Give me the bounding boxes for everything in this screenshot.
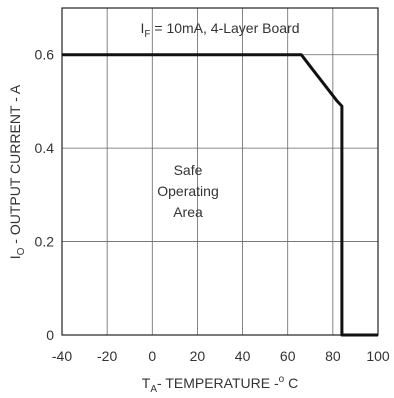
plot-frame [61,7,379,336]
svg-text:Safe: Safe [174,162,203,178]
annotation-title: IF = 10mA, 4-Layer Board [140,20,299,40]
x-axis-label: TA- TEMPERATURE -o C [142,374,298,395]
x-tick-labels: -40 -20 0 20 40 60 80 100 [52,348,390,364]
series-line [62,53,378,337]
y-tick-labels: 0 0.2 0.4 0.6 [35,47,55,343]
y-tick-label: 0.6 [35,47,55,63]
x-tick-label: 60 [280,348,296,364]
y-axis-label: IO - OUTPUT CURRENT - A [7,84,27,259]
svg-text:Area: Area [173,204,203,220]
x-tick-label: 20 [190,348,206,364]
y-tick-label: 0.2 [35,234,55,250]
grid [62,8,378,335]
x-tick-label: 40 [235,348,251,364]
y-tick-label: 0.4 [35,140,55,156]
x-tick-label: -20 [97,348,117,364]
x-tick-label: 80 [325,348,341,364]
region-label: Safe Operating Area [157,162,218,220]
svg-text:Operating: Operating [157,183,218,199]
y-tick-label: 0 [46,327,54,343]
x-tick-label: -40 [52,348,72,364]
x-tick-label: 100 [366,348,390,364]
x-tick-label: 0 [148,348,156,364]
